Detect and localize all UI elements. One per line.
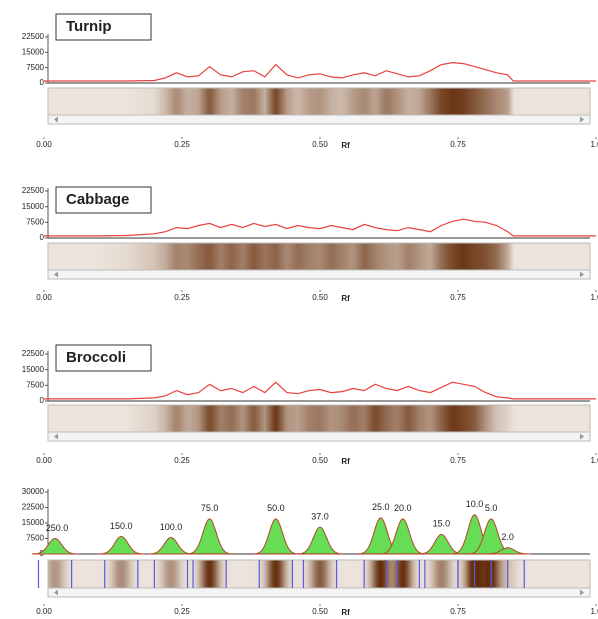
y-tick-label: 22500	[22, 503, 45, 512]
chart-title: Broccoli	[66, 349, 126, 366]
x-tick-label: 0.50	[312, 456, 328, 465]
lane-strip	[48, 88, 590, 115]
peak	[253, 519, 299, 554]
x-tick-label: 0.50	[312, 607, 328, 616]
scrollbar	[48, 588, 590, 597]
y-tick-label: 22500	[22, 186, 45, 195]
trace-line	[44, 382, 596, 399]
peak-label: 37.0	[311, 512, 329, 522]
y-tick-label: 22500	[22, 349, 45, 358]
x-axis-label: Rf	[341, 608, 350, 617]
y-tick-label: 7500	[26, 534, 44, 543]
x-tick-label: 1.0	[590, 293, 598, 302]
scrollbar	[48, 432, 590, 441]
x-tick-label: 0.00	[36, 456, 52, 465]
peak-label: 20.0	[394, 503, 412, 513]
peak-label: 10.0	[466, 499, 484, 509]
peak	[98, 536, 144, 554]
lane-strip	[48, 243, 590, 270]
trace-line	[44, 219, 596, 236]
x-tick-label: 0.50	[312, 293, 328, 302]
x-tick-label: 0.75	[450, 140, 466, 149]
scrollbar	[48, 270, 590, 279]
x-tick-label: 0.75	[450, 456, 466, 465]
x-tick-label: 0.25	[174, 293, 190, 302]
x-tick-label: 0.25	[174, 607, 190, 616]
x-tick-label: 0.50	[312, 140, 328, 149]
peak-label: 150.0	[110, 521, 133, 531]
peak-label: 100.0	[160, 522, 183, 532]
chart-title: Cabbage	[66, 191, 129, 208]
y-tick-label: 15000	[22, 365, 45, 374]
x-tick-label: 0.00	[36, 293, 52, 302]
x-tick-label: 0.75	[450, 293, 466, 302]
x-tick-label: 0.00	[36, 607, 52, 616]
lane-strip	[48, 560, 590, 588]
lane-strip	[48, 405, 590, 432]
x-tick-label: 1.0	[590, 456, 598, 465]
y-tick-label: 15000	[22, 518, 45, 527]
x-axis-label: Rf	[341, 294, 350, 303]
y-tick-label: 7500	[26, 63, 44, 72]
peak-label: 75.0	[201, 503, 219, 513]
x-axis-label: Rf	[341, 457, 350, 466]
y-tick-label: 15000	[22, 47, 45, 56]
y-tick-label: 0	[40, 78, 45, 87]
peak	[418, 534, 464, 554]
y-tick-label: 15000	[22, 202, 45, 211]
y-tick-label: 7500	[26, 217, 44, 226]
x-tick-label: 0.00	[36, 140, 52, 149]
chart-title: Turnip	[66, 18, 112, 35]
peak	[148, 538, 194, 555]
y-tick-label: 0	[40, 396, 45, 405]
x-tick-label: 0.25	[174, 140, 190, 149]
peak-label: 15.0	[433, 519, 451, 529]
y-tick-label: 0	[40, 233, 45, 242]
x-axis-label: Rf	[341, 141, 350, 150]
peak-label: 250.0	[46, 523, 69, 533]
x-tick-label: 1.0	[590, 607, 598, 616]
peak-label: 2.0	[501, 532, 514, 542]
peak-label: 50.0	[267, 503, 285, 513]
y-tick-label: 22500	[22, 32, 45, 41]
x-tick-label: 1.0	[590, 140, 598, 149]
scrollbar	[48, 115, 590, 124]
x-tick-label: 0.75	[450, 607, 466, 616]
y-tick-label: 30000	[22, 487, 45, 496]
peak-label: 25.0	[372, 502, 390, 512]
peak	[297, 527, 343, 554]
trace-line	[44, 63, 596, 81]
x-tick-label: 0.25	[174, 456, 190, 465]
y-tick-label: 7500	[26, 380, 44, 389]
figure: 0 7500 15000 22500 0.00 0.25 0.50 0.75 1.0 Rf Turn…	[0, 0, 598, 619]
peak	[186, 519, 232, 554]
peak-label: 5.0	[485, 503, 498, 513]
